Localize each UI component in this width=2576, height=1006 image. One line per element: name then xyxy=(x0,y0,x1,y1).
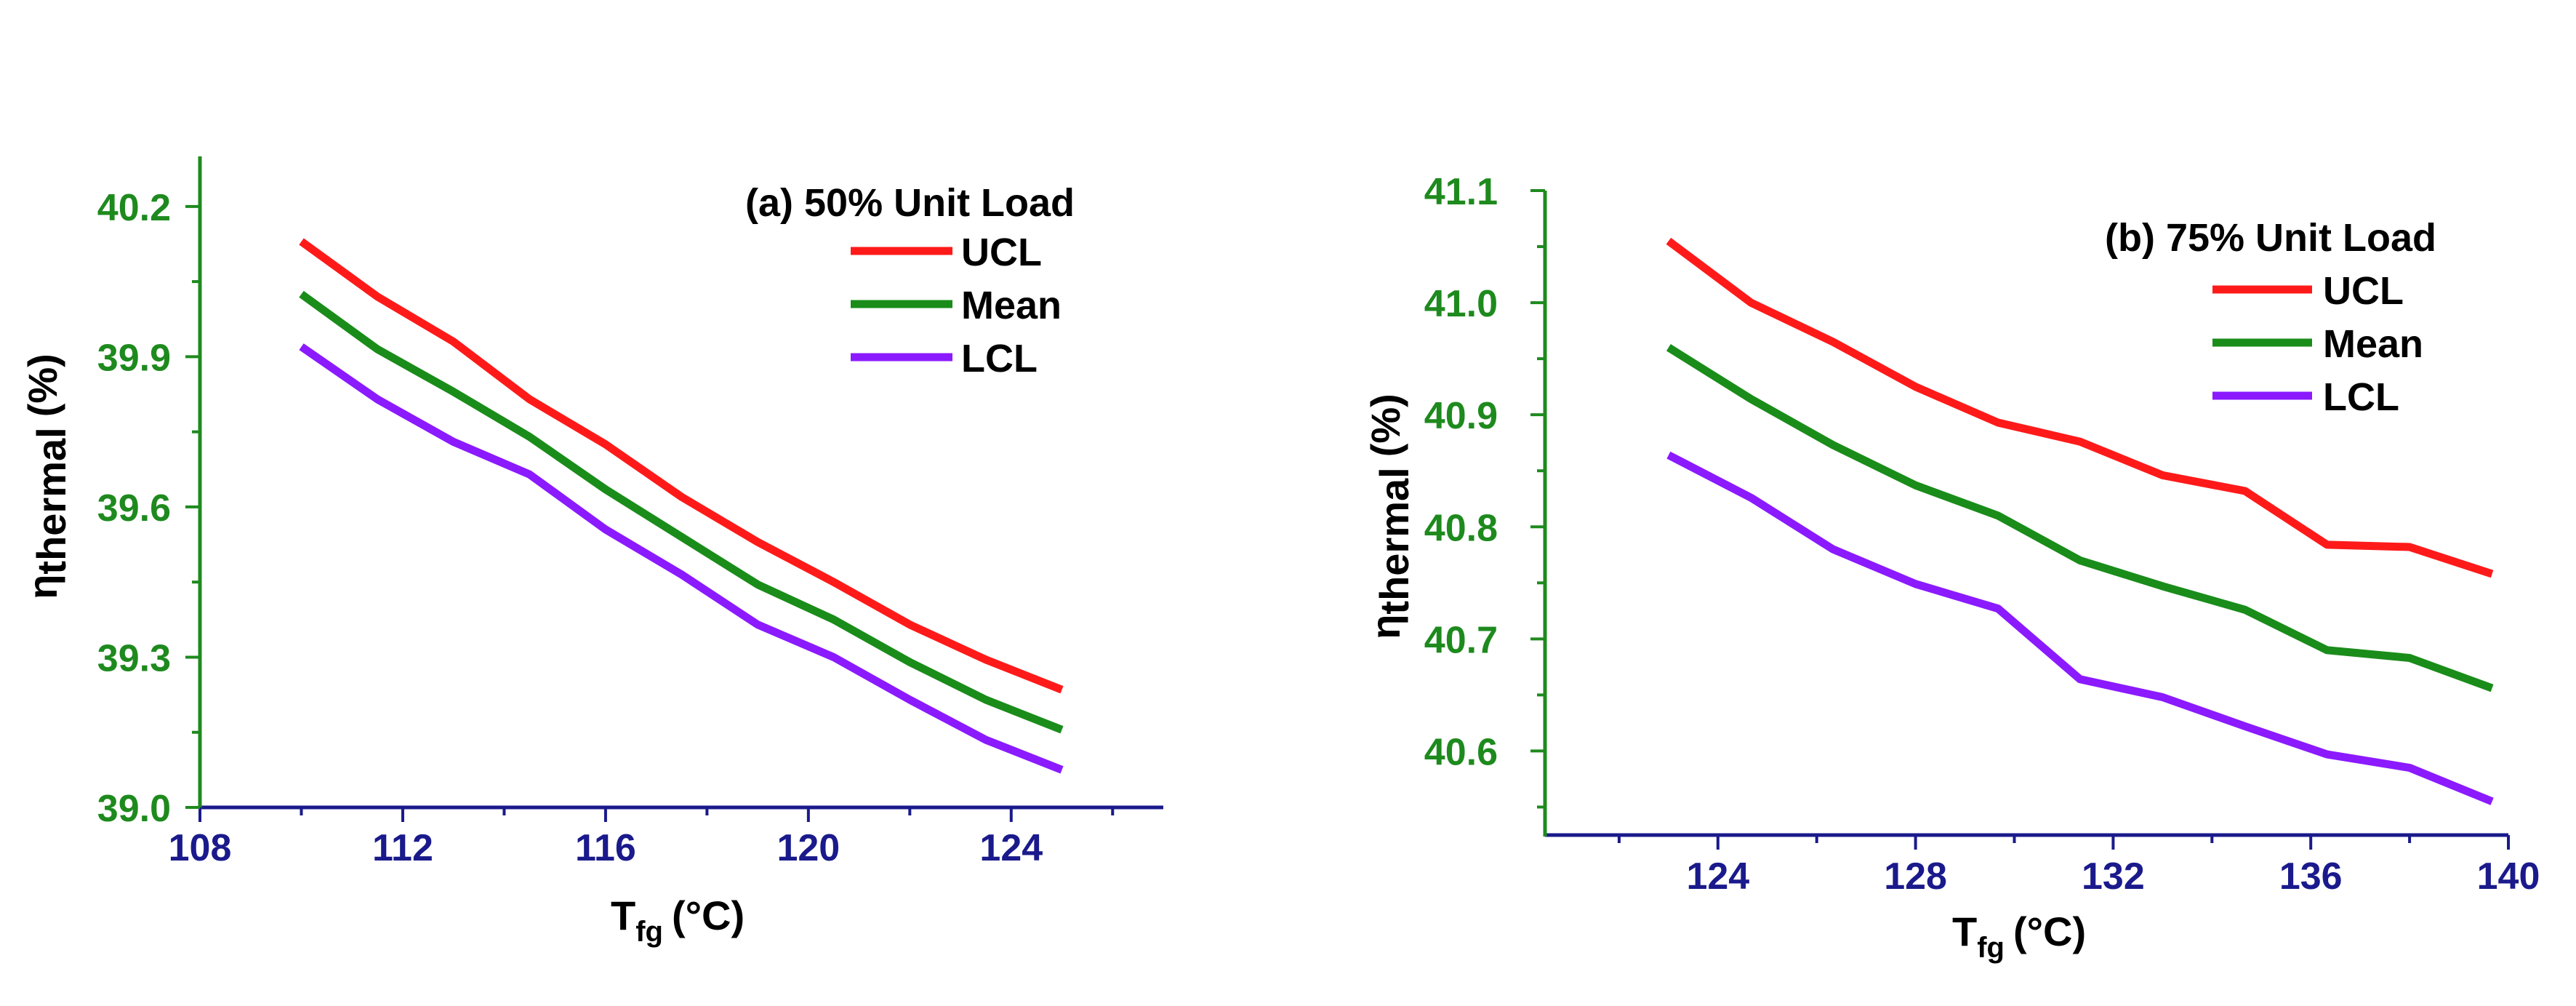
y-tick-label: 39.6 xyxy=(97,487,171,530)
legend-label-ucl: UCL xyxy=(2323,269,2404,313)
y-axis-label-subscript: thermal xyxy=(28,427,74,574)
x-tick-label: 124 xyxy=(1686,855,1749,898)
y-tick-label: 40.9 xyxy=(1424,395,1498,437)
x-tick-label: 120 xyxy=(777,827,840,869)
x-axis-label-b: Tfg (°C) xyxy=(1952,909,2086,964)
x-tick-label: 140 xyxy=(2477,855,2540,898)
y-tick-label: 39.9 xyxy=(97,337,171,379)
series-line-ucl-b xyxy=(1666,237,2494,578)
y-tick-label: 40.8 xyxy=(1424,507,1498,549)
x-tick-label: 112 xyxy=(372,827,433,869)
series-line-lcl-a xyxy=(299,343,1064,774)
x-axis-label-subscript: fg xyxy=(1977,932,2005,964)
chart-panel-a-50-percent-load: 108 112 116 120 124 39.0 39.3 39.6 39.9 40.2 (a) 5… xyxy=(20,156,1163,948)
x-axis-label-main: T xyxy=(611,893,635,938)
y-axis-label-unit: (%) xyxy=(1363,394,1408,457)
y-tick-label: 39.3 xyxy=(97,637,171,679)
series-line-ucl-a xyxy=(299,238,1064,694)
x-tick-label: 128 xyxy=(1884,855,1947,898)
legend-label-lcl: LCL xyxy=(2323,375,2399,419)
legend-label-mean: Mean xyxy=(2323,322,2423,366)
x-tick-label: 108 xyxy=(169,827,232,869)
chart-title-a: (a) 50% Unit Load xyxy=(745,181,1075,225)
chart-panel-b-75-percent-load: 124 128 132 136 140 40.6 40.7 40.8 40.9 41.0 41.1 (… xyxy=(1363,171,2540,964)
legend-a: UCL Mean LCL xyxy=(851,231,1062,380)
y-axis-label-b: ηthermal (%) xyxy=(1363,394,1417,639)
y-tick-label: 41.0 xyxy=(1424,283,1498,325)
x-tick-label: 124 xyxy=(979,827,1043,869)
legend-label-lcl: LCL xyxy=(961,337,1038,380)
x-axis-label-subscript: fg xyxy=(635,916,663,948)
y-axis-label-main: η xyxy=(20,575,65,599)
legend-b: UCL Mean LCL xyxy=(2212,269,2423,419)
x-axis-label-main: T xyxy=(1952,909,1977,954)
y-tick-label: 39.0 xyxy=(97,788,171,830)
legend-label-mean: Mean xyxy=(961,284,1062,327)
y-tick-label: 40.7 xyxy=(1424,619,1498,661)
series-line-mean-b xyxy=(1666,344,2494,692)
x-axis-label-unit: (°C) xyxy=(672,893,745,938)
series-line-lcl-b xyxy=(1666,451,2494,805)
y-tick-label: 40.6 xyxy=(1424,731,1498,773)
y-tick-label: 41.1 xyxy=(1424,171,1498,213)
y-axis-label-subscript: thermal xyxy=(1371,467,1417,614)
y-axis-label-unit: (%) xyxy=(20,354,65,417)
y-tick-label: 40.2 xyxy=(97,187,171,229)
x-axis-label-unit: (°C) xyxy=(2013,909,2086,954)
y-axis-label-a: ηthermal (%) xyxy=(20,354,74,599)
legend-label-ucl: UCL xyxy=(961,231,1042,274)
x-tick-label: 116 xyxy=(575,827,636,869)
y-axis-label-main: η xyxy=(1363,615,1408,639)
x-tick-label: 132 xyxy=(2082,855,2145,898)
series-line-mean-a xyxy=(299,290,1064,734)
chart-title-b: (b) 75% Unit Load xyxy=(2105,216,2436,260)
x-axis-label-a: Tfg (°C) xyxy=(611,893,745,948)
x-tick-label: 136 xyxy=(2279,855,2343,898)
